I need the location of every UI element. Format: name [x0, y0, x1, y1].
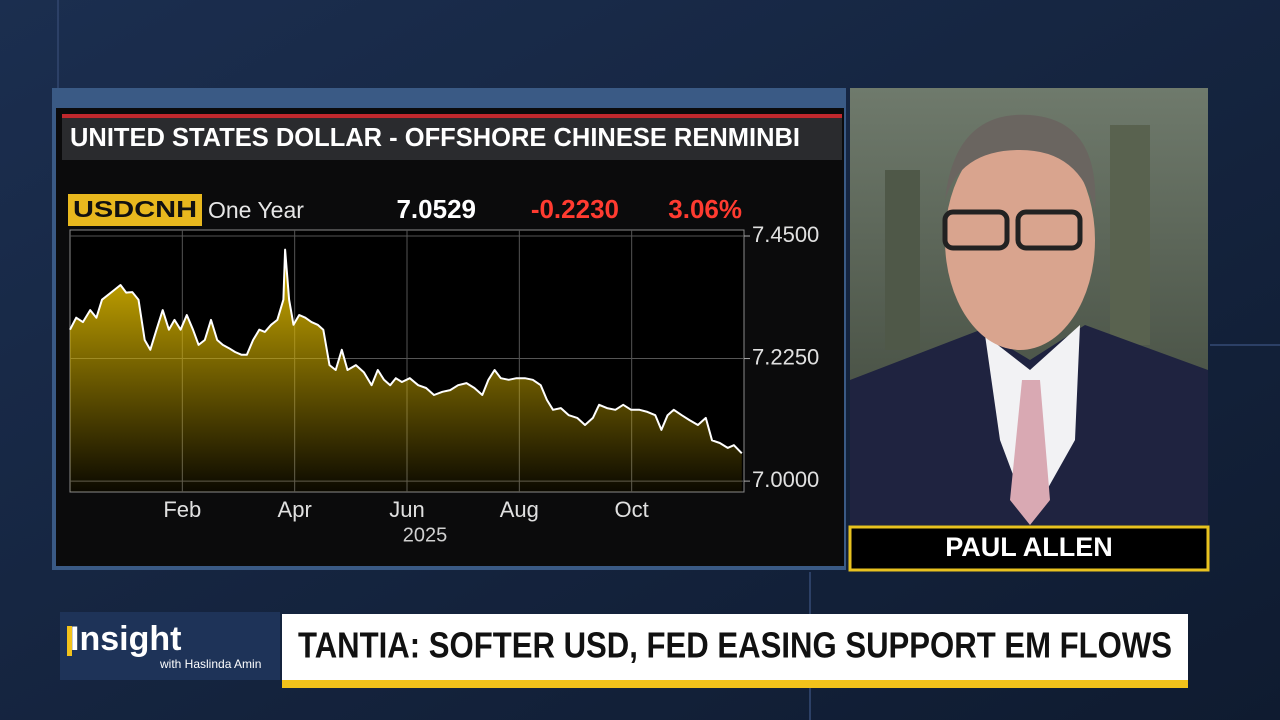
video-building	[885, 170, 920, 350]
period: One Year	[208, 197, 304, 223]
headline-accent	[282, 680, 1188, 688]
presenter-glasses	[942, 209, 1010, 251]
price-line	[69, 248, 743, 454]
y-tick-label: 7.0000	[752, 467, 819, 492]
show-name: Insight	[70, 620, 181, 658]
x-tick-label: Aug	[500, 497, 539, 522]
presenter-glasses	[1015, 209, 1083, 251]
presenter-name: PAUL ALLEN	[945, 532, 1113, 562]
show-host: with Haslinda Amin	[159, 657, 261, 671]
video-building	[1110, 125, 1150, 345]
show-accent	[67, 626, 72, 656]
title-bar	[62, 118, 842, 160]
headline: TANTIA: SOFTER USD, FED EASING SUPPORT E…	[298, 625, 1172, 666]
last-price: 7.0529	[396, 194, 476, 224]
show-box	[60, 612, 280, 680]
x-tick-label: Feb	[163, 497, 201, 522]
ticker: USDCNH	[73, 196, 197, 222]
x-tick-label: Apr	[278, 497, 312, 522]
presenter-hair	[945, 114, 1096, 210]
y-tick-label: 7.2250	[752, 344, 819, 369]
x-tick-label: Oct	[615, 497, 649, 522]
y-tick-label: 7.4500	[752, 222, 819, 247]
headline-box	[282, 614, 1188, 680]
ticker-box	[68, 194, 202, 226]
name-box	[848, 525, 1210, 572]
chart-title: UNITED STATES DOLLAR - OFFSHORE CHINESE …	[70, 122, 800, 152]
presenter-tie	[1010, 380, 1050, 525]
area-fill	[70, 249, 742, 492]
title-accent	[62, 114, 842, 118]
change: -0.2230	[531, 194, 619, 224]
plot: 7.4500 7.2250 7.0000 Feb Apr Jun Aug Oct	[69, 222, 819, 522]
x-axis-label: 2025	[403, 524, 448, 546]
change-percent: 3.06%	[668, 194, 742, 224]
x-tick-label: Jun	[389, 497, 424, 522]
